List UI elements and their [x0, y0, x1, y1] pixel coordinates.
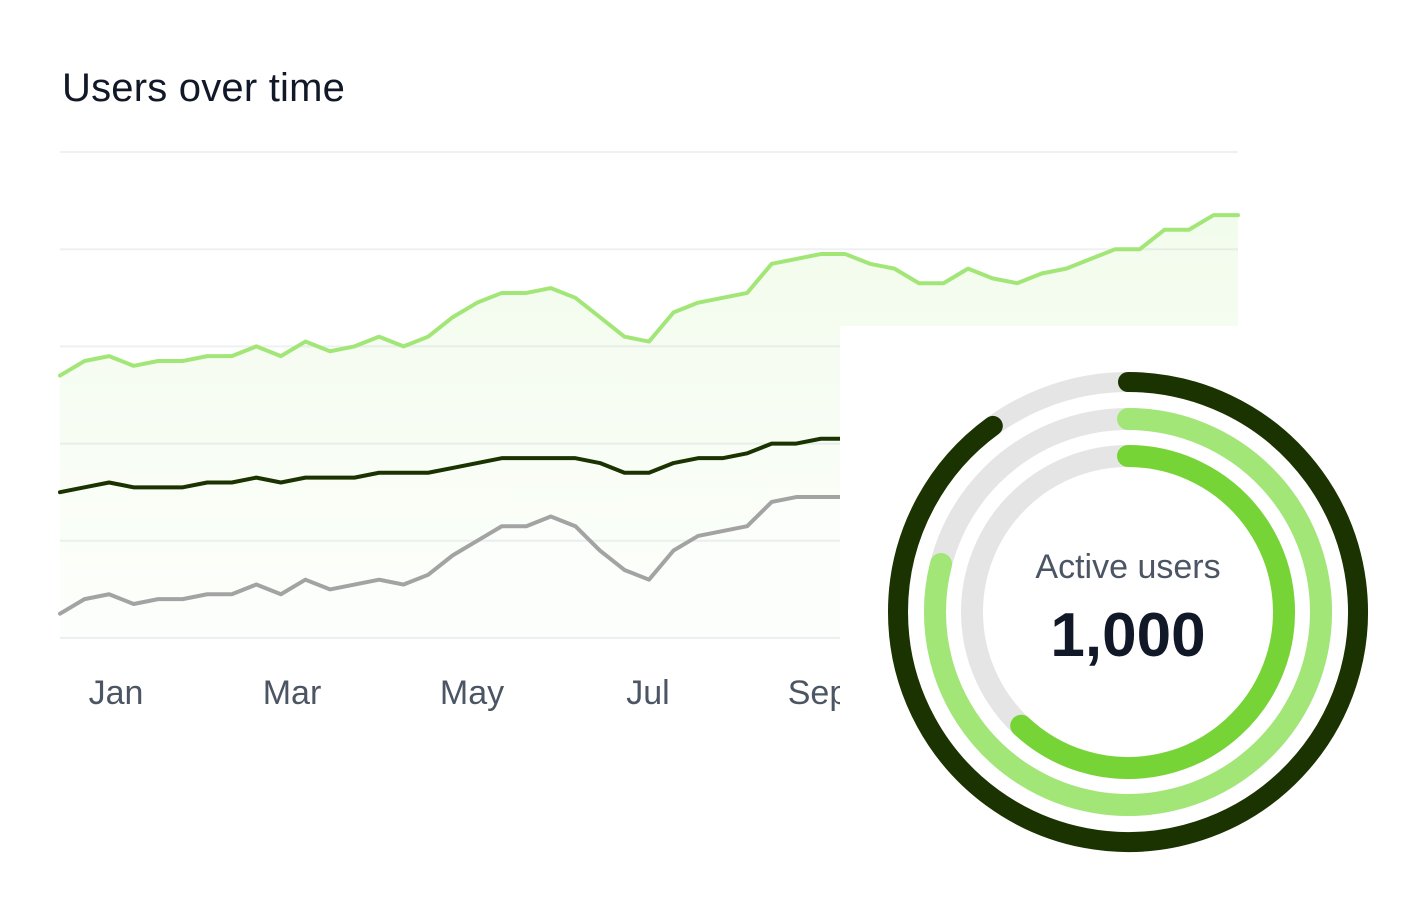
radial-value: 1,000 [1050, 601, 1206, 670]
chart-title: Users over time [62, 66, 346, 110]
x-tick-label: May [440, 674, 504, 712]
x-tick-label: Jan [89, 674, 144, 712]
radial-ring-2 [1010, 445, 1295, 779]
radial-ring-0 [888, 372, 1368, 852]
x-tick-label: Jul [626, 674, 669, 712]
radial-ring-1 [924, 408, 1332, 816]
x-tick-label: Sep [788, 674, 849, 712]
series-line-0 [58, 213, 1240, 378]
series-area-band [60, 215, 1238, 614]
radial-label: Active users [1035, 548, 1221, 586]
x-tick-label: Mar [263, 674, 322, 712]
x-axis: Jan Mar May Jul Sep [89, 674, 849, 712]
